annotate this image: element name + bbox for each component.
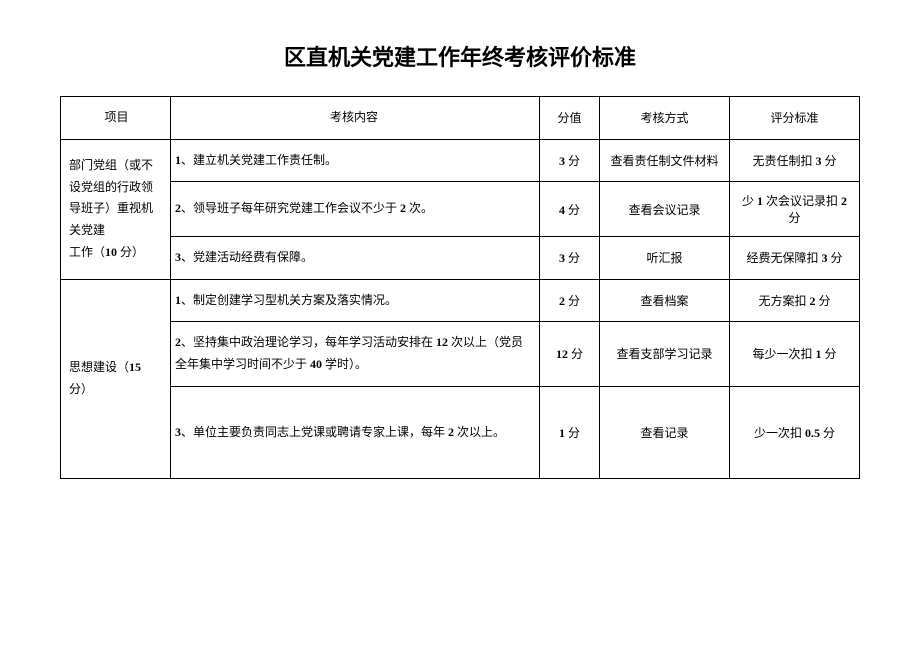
cat1-line5: 工作（ <box>69 245 105 259</box>
standard-cell: 经费无保障扣 3 分 <box>730 237 860 280</box>
method-cell: 查看会议记录 <box>600 182 730 237</box>
score-cell: 3 分 <box>540 139 600 182</box>
cat1-line2: 设党组的行政领 <box>69 180 153 194</box>
row-content-prefix: 、单位主要负责同志上党课或聘请专家上课，每年 <box>181 425 448 439</box>
header-standard: 评分标准 <box>730 97 860 140</box>
row-content-suffix: 次以上。 <box>454 425 505 439</box>
score-num: 12 <box>556 347 568 361</box>
table-row: 3、单位主要负责同志上党课或聘请专家上课，每年 2 次以上。 1 分 查看记录 … <box>61 386 860 479</box>
method-cell: 查看支部学习记录 <box>600 322 730 386</box>
evaluation-table: 项目 考核内容 分值 考核方式 评分标准 部门党组（或不 设党组的行政领 导班子… <box>60 96 860 479</box>
score-unit: 分 <box>565 203 580 217</box>
score-cell: 2 分 <box>540 279 600 322</box>
score-cell: 1 分 <box>540 386 600 479</box>
cat1-points: 10 <box>105 245 117 259</box>
std-suffix: 分 <box>822 154 837 168</box>
cat1-line1: 部门党组（或不 <box>69 158 153 172</box>
content-cell: 1、制定创建学习型机关方案及落实情况。 <box>171 279 540 322</box>
std-suffix: 分 <box>820 426 835 440</box>
method-cell: 查看档案 <box>600 279 730 322</box>
score-unit: 分 <box>565 426 580 440</box>
cat1-line3: 导班子）重视机 <box>69 201 153 215</box>
row-content-num2: 40 <box>310 357 322 371</box>
row-content-prefix: 、领导班子每年研究党建工作会议不少于 <box>181 201 400 215</box>
cat2-points: 15 <box>129 360 141 374</box>
score-unit: 分 <box>565 154 580 168</box>
standard-cell: 无方案扣 2 分 <box>730 279 860 322</box>
row-content: 、建立机关党建工作责任制。 <box>181 153 337 167</box>
row-content: 、制定创建学习型机关方案及落实情况。 <box>181 293 397 307</box>
method-cell: 查看责任制文件材料 <box>600 139 730 182</box>
std-mid: 次会议记录扣 <box>763 194 841 208</box>
method-cell: 听汇报 <box>600 237 730 280</box>
score-cell: 12 分 <box>540 322 600 386</box>
standard-cell: 少一次扣 0.5 分 <box>730 386 860 479</box>
table-row: 2、坚持集中政治理论学习，每年学习活动安排在 12 次以上（党员全年集中学习时间… <box>61 322 860 386</box>
header-row: 项目 考核内容 分值 考核方式 评分标准 <box>61 97 860 140</box>
cat2-line1: 思想建设（ <box>69 360 129 374</box>
method-cell: 查看记录 <box>600 386 730 479</box>
score-unit: 分 <box>568 347 583 361</box>
row-content-num1: 12 <box>436 335 448 349</box>
std-prefix: 无责任制扣 <box>752 154 815 168</box>
std-suffix: 分 <box>816 294 831 308</box>
row-content-suffix: 学时）。 <box>322 357 367 371</box>
score-cell: 4 分 <box>540 182 600 237</box>
std-prefix: 经费无保障扣 <box>746 251 821 265</box>
category-cell-2: 思想建设（15 分） <box>61 279 171 478</box>
table-row: 2、领导班子每年研究党建工作会议不少于 2 次。 4 分 查看会议记录 少 1 … <box>61 182 860 237</box>
std-suffix: 分 <box>828 251 843 265</box>
page-title: 区直机关党建工作年终考核评价标准 <box>60 40 860 72</box>
std-num2: 2 <box>841 194 847 208</box>
standard-cell: 每少一次扣 1 分 <box>730 322 860 386</box>
std-prefix: 无方案扣 <box>758 294 809 308</box>
std-prefix: 少一次扣 <box>754 426 805 440</box>
content-cell: 1、建立机关党建工作责任制。 <box>171 139 540 182</box>
row-content-suffix: 次。 <box>406 201 433 215</box>
score-cell: 3 分 <box>540 237 600 280</box>
row-content-prefix: 、坚持集中政治理论学习，每年学习活动安排在 <box>181 335 436 349</box>
standard-cell: 少 1 次会议记录扣 2 分 <box>730 182 860 237</box>
header-content: 考核内容 <box>171 97 540 140</box>
content-cell: 2、领导班子每年研究党建工作会议不少于 2 次。 <box>171 182 540 237</box>
content-cell: 3、党建活动经费有保障。 <box>171 237 540 280</box>
standard-cell: 无责任制扣 3 分 <box>730 139 860 182</box>
score-unit: 分 <box>565 251 580 265</box>
content-cell: 3、单位主要负责同志上党课或聘请专家上课，每年 2 次以上。 <box>171 386 540 479</box>
content-cell: 2、坚持集中政治理论学习，每年学习活动安排在 12 次以上（党员全年集中学习时间… <box>171 322 540 386</box>
header-score: 分值 <box>540 97 600 140</box>
table-row: 3、党建活动经费有保障。 3 分 听汇报 经费无保障扣 3 分 <box>61 237 860 280</box>
std-prefix: 每少一次扣 <box>752 347 815 361</box>
cat1-suffix: 分） <box>117 245 144 259</box>
table-row: 思想建设（15 分） 1、制定创建学习型机关方案及落实情况。 2 分 查看档案 … <box>61 279 860 322</box>
score-unit: 分 <box>565 294 580 308</box>
cat1-line4: 关党建 <box>69 223 105 237</box>
cat2-line2: 分） <box>69 382 93 396</box>
header-method: 考核方式 <box>600 97 730 140</box>
header-category: 项目 <box>61 97 171 140</box>
category-cell-1: 部门党组（或不 设党组的行政领 导班子）重视机 关党建 工作（10 分） <box>61 139 171 279</box>
row-content: 、党建活动经费有保障。 <box>181 250 313 264</box>
table-row: 部门党组（或不 设党组的行政领 导班子）重视机 关党建 工作（10 分） 1、建… <box>61 139 860 182</box>
std-prefix: 少 <box>742 194 757 208</box>
std-num: 0.5 <box>805 426 820 440</box>
std-suffix: 分 <box>788 211 800 225</box>
std-suffix: 分 <box>822 347 837 361</box>
